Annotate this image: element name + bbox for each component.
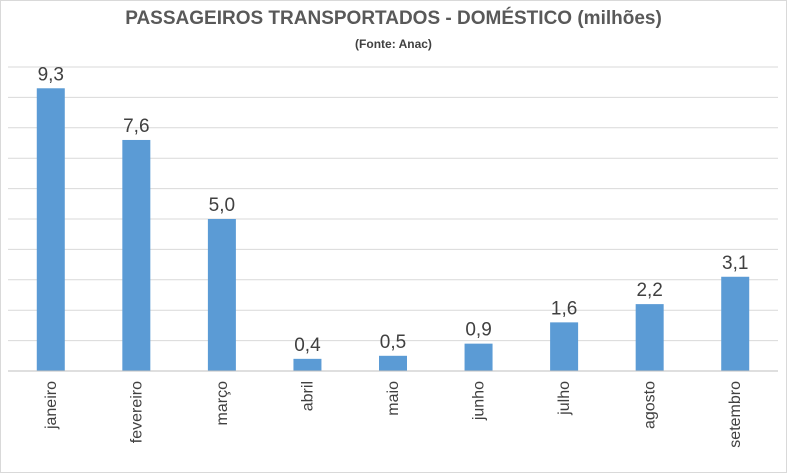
value-label-março: 5,0	[209, 195, 235, 216]
bar-junho	[464, 343, 493, 371]
value-label-junho: 0,9	[465, 320, 491, 341]
bar-março	[207, 219, 236, 371]
bars	[36, 88, 750, 371]
value-label-setembro: 3,1	[722, 253, 748, 274]
category-label-julho: julho	[556, 381, 573, 416]
category-label-junho: junho	[471, 381, 488, 421]
category-label-abril: abril	[299, 381, 316, 411]
bar-maio	[379, 355, 407, 371]
value-label-julho: 1,6	[551, 298, 577, 319]
bar-janeiro	[36, 88, 65, 371]
bar-agosto	[635, 304, 664, 371]
bar-abril	[293, 358, 322, 371]
category-label-fevereiro: fevereiro	[128, 381, 145, 443]
category-label-agosto: agosto	[642, 381, 659, 429]
bar-julho	[550, 322, 579, 371]
value-label-abril: 0,4	[294, 335, 321, 356]
bar-setembro	[721, 276, 750, 371]
value-label-agosto: 2,2	[636, 280, 662, 301]
category-label-maio: maio	[385, 381, 402, 416]
chart-title: PASSAGEIROS TRANSPORTADOS - DOMÉSTICO (m…	[125, 8, 662, 29]
category-label-janeiro: janeiro	[43, 381, 60, 430]
value-label-fevereiro: 7,6	[123, 116, 149, 137]
category-label-setembro: setembro	[727, 381, 744, 448]
value-label-maio: 0,5	[380, 332, 406, 353]
category-labels: janeiro fevereiro março abril maio junho julho…	[43, 381, 744, 448]
chart-subtitle: (Fonte: Anac)	[355, 37, 432, 51]
category-label-março: março	[214, 381, 231, 426]
bar-fevereiro	[122, 139, 151, 371]
value-labels: 9,3 7,6 5,0 0,4 0,5 0,9 1,6 2,2 3,1	[38, 64, 749, 356]
value-label-janeiro: 9,3	[38, 64, 64, 85]
